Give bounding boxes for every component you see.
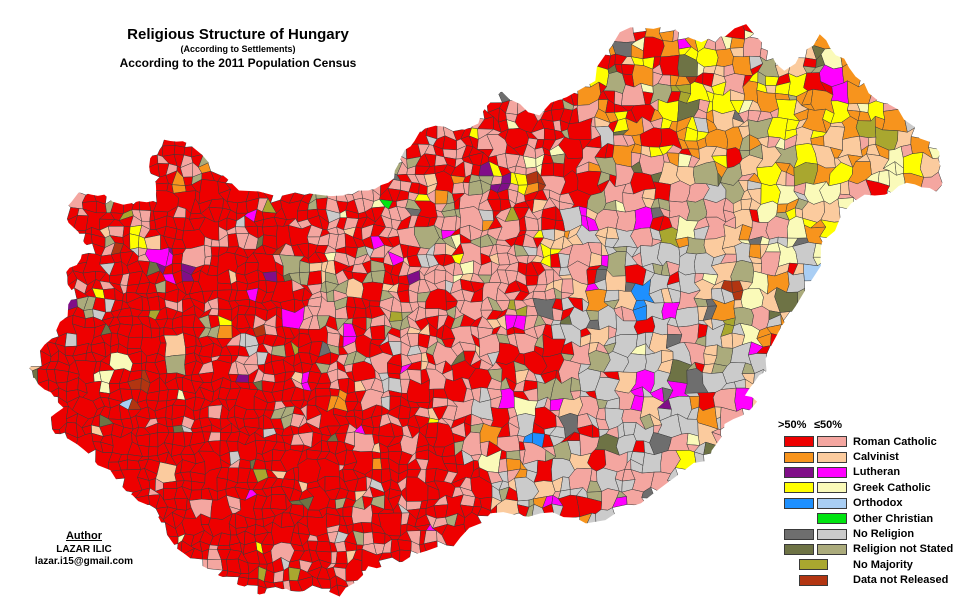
author-name: LAZAR ILIC [56,544,112,556]
legend-swatch-minority [817,543,847,555]
legend-label: Lutheran [853,466,901,479]
legend-row: Data not Released [784,573,953,588]
legend-row: Religion not Stated [784,542,953,557]
legend-row: Lutheran [784,465,953,480]
legend-row: No Majority [784,557,953,572]
legend-swatch-minority [817,513,847,525]
legend-label: Greek Catholic [853,481,931,494]
settlement-cells [27,24,943,597]
author-email: lazar.i15@gmail.com [34,556,134,568]
legend: >50% ≤50% Roman Catholic Calvinist Luthera… [778,419,953,588]
legend-swatch-majority [784,482,814,494]
legend-swatch-majority [784,451,814,463]
legend-col-majority: >50% [778,419,807,431]
legend-label: Calvinist [853,451,899,464]
legend-swatch-majority [784,497,814,509]
legend-swatch-single [799,574,828,586]
legend-swatch-majority [784,436,814,448]
legend-swatch-minority [817,482,847,494]
legend-swatches [784,436,848,448]
legend-rows: Roman Catholic Calvinist Lutheran Greek Cat… [784,434,953,588]
legend-label: Data not Released [853,574,949,587]
legend-swatch-minority [817,528,847,540]
legend-row: Greek Catholic [784,480,953,495]
subtitle-census: According to the 2011 Population Census [119,55,357,70]
legend-swatch-minority [817,451,847,463]
legend-swatch-minority [817,436,847,448]
legend-swatches [784,574,848,586]
page-title: Religious Structure of Hungary [127,26,349,43]
legend-label: No Majority [853,558,913,571]
legend-swatches [784,528,848,540]
legend-col-minority: ≤50% [814,419,843,431]
legend-swatch-majority [784,466,814,478]
legend-swatch-minority [817,497,847,509]
author-heading: Author [65,530,103,542]
legend-swatch-majority [784,543,814,555]
legend-label: Orthodox [853,497,903,510]
legend-swatches [784,497,848,509]
title-block: Religious Structure of Hungary (Accordin… [108,26,368,70]
legend-column-headers: >50% ≤50% [778,419,953,431]
legend-swatch-minority [817,466,847,478]
legend-label: Roman Catholic [853,435,937,448]
legend-swatches [784,513,848,525]
subtitle-settlements: (According to Settlements) [180,44,296,55]
legend-swatches [784,466,848,478]
legend-row: Calvinist [784,449,953,464]
author-block: Author LAZAR ILIC lazar.i15@gmail.com [30,530,138,568]
legend-swatch-single [799,559,828,571]
legend-row: Roman Catholic [784,434,953,449]
legend-label: Religion not Stated [853,543,954,556]
legend-swatches [784,543,848,555]
legend-swatches [784,482,848,494]
legend-swatches [784,451,848,463]
legend-row: Orthodox [784,496,953,511]
legend-row: Other Christian [784,511,953,526]
legend-label: No Religion [853,528,915,541]
legend-label: Other Christian [853,512,934,525]
legend-row: No Religion [784,526,953,541]
legend-swatches [784,559,848,571]
legend-swatch-majority [784,528,814,540]
